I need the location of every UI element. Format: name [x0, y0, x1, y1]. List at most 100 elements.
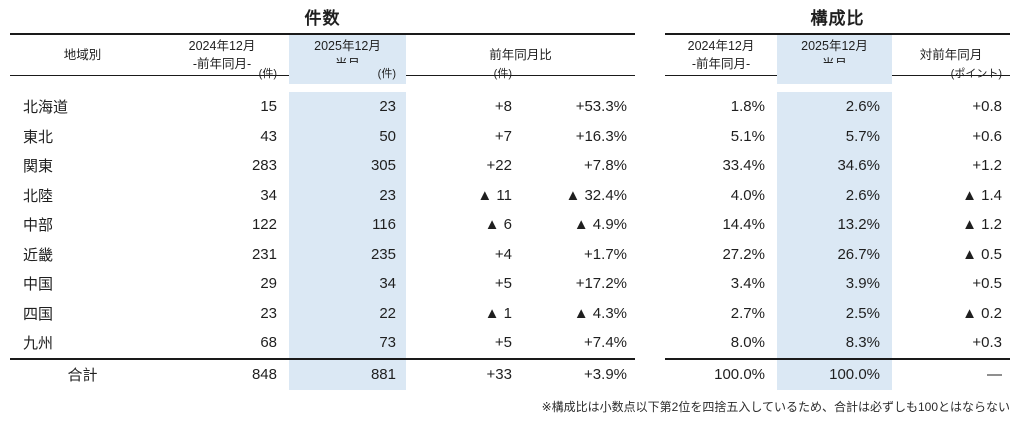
count-current-value: 50: [289, 121, 406, 151]
share-prev-value: 1.8%: [730, 98, 765, 116]
count-pct-value: +7.8%: [584, 157, 627, 175]
total-count-diff: +33: [406, 357, 520, 390]
share-diff-value: ▲ 1.2: [962, 216, 1002, 234]
share-table-grid: 2024年12月 -前年同月- 2025年12月 -当月- 対前年同月 (ポイン…: [665, 33, 1010, 390]
count-pct-value: +16.3%: [575, 127, 627, 145]
rounding-footnote: ※構成比は小数点以下第2位を四捨五入しているため、合計は必ずしも100とはならな…: [541, 400, 1010, 414]
count-current-value: 22: [289, 298, 406, 328]
share-current-value: 3.9%: [777, 269, 892, 299]
count-prev-value: 122: [251, 216, 277, 234]
share-current-value: 34.6%: [777, 151, 892, 181]
share-diff-value: +1.2: [972, 157, 1002, 175]
count-prev-value: 43: [260, 127, 277, 145]
share-prev-value: 33.4%: [722, 157, 765, 175]
count-pct-value: +53.3%: [575, 98, 627, 116]
count-table: 件数 地域別 2024年12月 -前年同月- 2025年12月 -当月- 前年同…: [10, 0, 635, 390]
count-diff-value: +5: [494, 275, 512, 293]
region-name: 東北: [23, 128, 54, 146]
total-region-label: 合計: [10, 357, 155, 390]
region-name: 北海道: [23, 99, 69, 117]
count-current-value: 73: [289, 328, 406, 358]
unit-cell-empty: [777, 62, 892, 84]
count-prev-value: 34: [260, 186, 277, 204]
region-name: 関東: [23, 158, 54, 176]
count-pct-value: ▲ 32.4%: [565, 186, 627, 204]
share-diff-value: +0.3: [972, 334, 1002, 352]
count-prev-value: 23: [260, 304, 277, 322]
header-share-prev-month: 2024年12月 -前年同月-: [665, 33, 777, 76]
total-share-prev: 100.0%: [665, 357, 777, 390]
count-diff-value: ▲ 6: [484, 216, 512, 234]
count-prev-value: 231: [251, 245, 277, 263]
count-pct-value: ▲ 4.3%: [573, 304, 627, 322]
total-share-diff: —: [892, 357, 1010, 390]
header-share-diff: 対前年同月: [892, 33, 1010, 76]
share-current-value: 13.2%: [777, 210, 892, 240]
count-table-grid: 地域別 2024年12月 -前年同月- 2025年12月 -当月- 前年同月比 …: [10, 33, 635, 390]
region-name: 中国: [23, 276, 54, 294]
count-pct-value: ▲ 4.9%: [573, 216, 627, 234]
share-prev-value: 5.1%: [730, 127, 765, 145]
count-diff-value: +5: [494, 334, 512, 352]
count-current-value: 235: [289, 239, 406, 269]
share-diff-value: +0.6: [972, 127, 1002, 145]
share-current-value: 26.7%: [777, 239, 892, 269]
count-current-value: 305: [289, 151, 406, 181]
count-pct-value: +7.4%: [584, 334, 627, 352]
share-diff-value: ▲ 0.5: [962, 245, 1002, 263]
share-prev-value: 8.0%: [730, 334, 765, 352]
unit-cell-empty: [665, 63, 777, 84]
count-pct-value: +1.7%: [584, 245, 627, 263]
count-current-value: 23: [289, 92, 406, 122]
unit-cell-empty: [10, 63, 155, 84]
count-table-title: 件数: [304, 9, 341, 28]
unit-count-diff: (件): [493, 68, 512, 80]
share-prev-value: 3.4%: [730, 275, 765, 293]
region-name: 中部: [23, 217, 54, 235]
share-current-value: 5.7%: [777, 121, 892, 151]
share-current-value: 2.6%: [777, 92, 892, 122]
share-diff-value: +0.8: [972, 98, 1002, 116]
share-prev-value: 4.0%: [730, 186, 765, 204]
share-table: 構成比 2024年12月 -前年同月- 2025年12月 -当月- 対前年同月 …: [665, 0, 1010, 390]
share-diff-value: ▲ 1.4: [962, 186, 1002, 204]
count-diff-value: ▲ 1: [484, 304, 512, 322]
region-name: 北陸: [23, 187, 54, 205]
count-prev-value: 15: [260, 98, 277, 116]
share-current-value: 8.3%: [777, 328, 892, 358]
header-count-prev-month: 2024年12月 -前年同月-: [155, 33, 289, 76]
share-prev-value: 2.7%: [730, 304, 765, 322]
total-count-current: 881: [289, 357, 406, 390]
count-prev-value: 283: [251, 157, 277, 175]
count-current-value: 116: [289, 210, 406, 240]
share-table-title: 構成比: [810, 9, 865, 28]
region-name: 四国: [23, 305, 54, 323]
count-diff-value: ▲ 11: [477, 186, 512, 204]
count-diff-value: +7: [494, 127, 512, 145]
unit-cell-empty: [520, 63, 635, 84]
total-count-prev: 848: [155, 357, 289, 390]
region-name: 近畿: [23, 246, 54, 264]
unit-share-diff: (ポイント): [950, 68, 1002, 80]
header-region: 地域別: [10, 33, 155, 76]
count-current-value: 23: [289, 180, 406, 210]
share-prev-value: 27.2%: [722, 245, 765, 263]
count-pct-value: +17.2%: [575, 275, 627, 293]
share-current-value: 2.6%: [777, 180, 892, 210]
count-diff-value: +8: [494, 98, 512, 116]
total-share-current: 100.0%: [777, 357, 892, 390]
header-count-yoy: 前年同月比: [406, 33, 635, 76]
count-current-value: 34: [289, 269, 406, 299]
unit-count-prev: (件): [258, 68, 277, 80]
unit-count-current: (件): [289, 62, 406, 84]
share-diff-value: +0.5: [972, 275, 1002, 293]
share-diff-value: ▲ 0.2: [962, 304, 1002, 322]
region-name: 九州: [23, 335, 54, 353]
count-prev-value: 68: [260, 334, 277, 352]
total-count-pct: +3.9%: [520, 357, 635, 390]
share-prev-value: 14.4%: [722, 216, 765, 234]
count-diff-value: +22: [486, 157, 512, 175]
share-current-value: 2.5%: [777, 298, 892, 328]
count-prev-value: 29: [260, 275, 277, 293]
count-diff-value: +4: [494, 245, 512, 263]
